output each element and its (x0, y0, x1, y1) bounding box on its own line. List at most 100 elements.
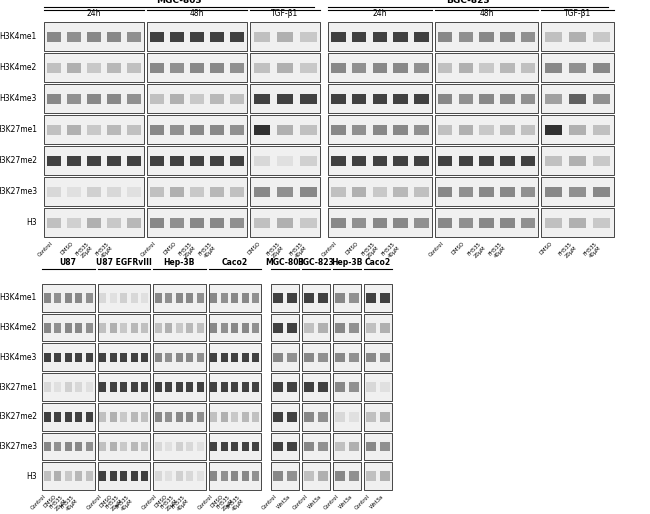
Bar (44, 177, 144, 206)
Text: Control: Control (428, 241, 445, 258)
Text: H3K4me3: H3K4me3 (0, 94, 37, 103)
Bar (147, 115, 247, 144)
Bar (364, 314, 392, 341)
Bar (67, 94, 81, 104)
Text: DMSO: DMSO (43, 494, 58, 509)
Text: MGC-803: MGC-803 (156, 0, 202, 5)
Bar (380, 353, 390, 362)
Bar (153, 343, 205, 371)
Bar (147, 146, 247, 175)
Bar (541, 53, 614, 82)
Bar (287, 442, 297, 451)
Bar (500, 187, 515, 197)
Text: Control: Control (261, 494, 278, 511)
Bar (335, 382, 345, 392)
Bar (372, 63, 387, 72)
Bar (541, 146, 614, 175)
Bar (67, 156, 81, 166)
Bar (364, 462, 392, 490)
Bar (393, 156, 408, 166)
Text: DMSO: DMSO (209, 494, 224, 509)
Text: Control: Control (37, 241, 54, 258)
Bar (521, 187, 536, 197)
Bar (107, 217, 121, 228)
Bar (287, 412, 297, 421)
Bar (120, 412, 127, 421)
Text: Control: Control (197, 494, 214, 511)
Bar (231, 471, 239, 481)
Bar (277, 217, 293, 228)
Bar (153, 284, 205, 311)
Bar (366, 412, 376, 421)
Bar (210, 124, 224, 135)
Bar (86, 353, 93, 362)
Text: H3K4me2: H3K4me2 (0, 63, 37, 72)
Bar (271, 462, 299, 490)
Bar (318, 412, 328, 421)
Bar (352, 94, 367, 104)
Bar (328, 208, 432, 237)
Bar (107, 94, 121, 104)
Bar (273, 471, 283, 481)
Bar (155, 353, 162, 362)
Text: H3K27me3: H3K27me3 (0, 442, 37, 451)
Bar (593, 124, 610, 135)
Bar (271, 403, 299, 431)
Bar (98, 284, 150, 311)
Bar (220, 323, 228, 333)
Bar (331, 63, 346, 72)
Bar (302, 314, 330, 341)
Bar (44, 412, 51, 421)
Bar (87, 217, 101, 228)
Text: Control: Control (31, 494, 47, 511)
Bar (277, 31, 293, 42)
Text: Control: Control (323, 494, 340, 511)
Bar (131, 412, 138, 421)
Bar (302, 373, 330, 401)
Bar (165, 353, 172, 362)
Bar (364, 403, 392, 431)
Bar (176, 412, 183, 421)
Bar (569, 63, 586, 72)
Bar (328, 22, 432, 51)
Bar (86, 412, 93, 421)
Bar (545, 156, 562, 166)
Bar (414, 63, 428, 72)
Bar (42, 403, 94, 431)
Bar (352, 156, 367, 166)
Bar (165, 323, 172, 333)
Bar (277, 94, 293, 104)
Bar (110, 412, 117, 421)
Bar (380, 382, 390, 392)
Bar (500, 63, 515, 72)
Bar (155, 412, 162, 421)
Bar (87, 124, 101, 135)
Bar (458, 31, 473, 42)
Bar (75, 382, 83, 392)
Bar (287, 471, 297, 481)
Bar (352, 124, 367, 135)
Bar (230, 217, 244, 228)
Bar (364, 343, 392, 371)
Bar (242, 442, 249, 451)
Bar (44, 323, 51, 333)
Bar (190, 156, 204, 166)
Text: 24h: 24h (372, 9, 387, 19)
Bar (333, 403, 361, 431)
Bar (44, 442, 51, 451)
Bar (42, 343, 94, 371)
Bar (210, 382, 217, 392)
Text: Control: Control (140, 241, 157, 258)
Bar (170, 63, 184, 72)
Bar (150, 124, 164, 135)
Bar (438, 217, 452, 228)
Bar (250, 22, 320, 51)
Bar (155, 323, 162, 333)
Bar (107, 156, 121, 166)
Bar (99, 353, 107, 362)
Bar (287, 382, 297, 392)
Bar (366, 293, 376, 303)
Bar (231, 293, 239, 303)
Bar (250, 115, 320, 144)
Bar (242, 382, 249, 392)
